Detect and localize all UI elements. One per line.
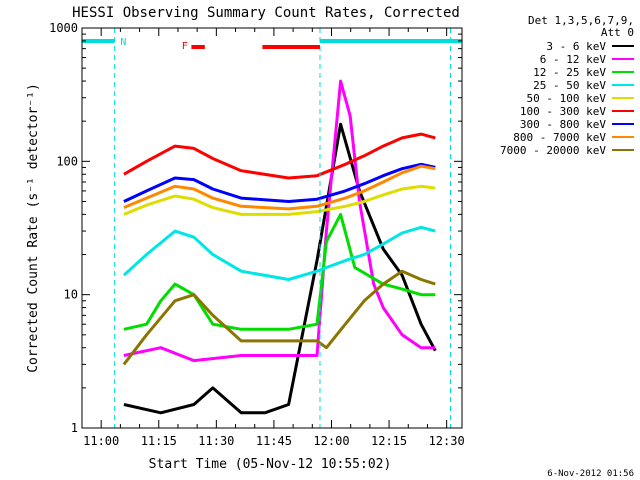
x-axis: 11:00 11:15 11:30 11:45 12:00 12:15 12:30 [83, 28, 465, 448]
legend-entry-label: 300 - 800 keV [520, 118, 606, 131]
series-line [123, 132, 436, 180]
legend-entry-label: 7000 - 20000 keV [500, 144, 606, 157]
series-line [122, 225, 436, 281]
series-line [123, 79, 436, 363]
x-axis-label: Start Time (05-Nov-12 10:55:02) [149, 457, 392, 472]
legend-entry-label: 12 - 25 keV [533, 66, 606, 79]
chart-title: HESSI Observing Summary Count Rates, Cor… [72, 5, 460, 21]
series-line [123, 162, 436, 203]
y-axis-label: Corrected Count Rate (s⁻¹ detector⁻¹) [26, 83, 41, 373]
series-line [123, 164, 436, 211]
legend-entry-label: 50 - 100 keV [527, 92, 607, 105]
legend-entry-label: 25 - 50 keV [533, 79, 606, 92]
x-tick-label: 12:15 [371, 434, 407, 448]
footer-date: 6-Nov-2012 01:56 [547, 469, 634, 479]
x-tick-label: 11:45 [256, 434, 292, 448]
legend-entry-label: 800 - 7000 keV [513, 131, 606, 144]
y-tick-label: 1000 [49, 21, 78, 35]
series-line [123, 122, 437, 415]
y-axis: 1 10 100 1000 [49, 21, 462, 435]
y-tick-label: 1 [71, 421, 78, 435]
series-line [122, 269, 436, 366]
x-tick-label: 11:30 [198, 434, 234, 448]
series-line [123, 212, 436, 331]
plot-series [114, 28, 451, 428]
legend-header-line2: Att 0 [601, 26, 634, 39]
x-tick-label: 12:00 [313, 434, 349, 448]
flare-flag-label: F [182, 41, 188, 52]
plot-frame [81, 27, 463, 429]
y-tick-label: 10 [64, 288, 78, 302]
x-tick-label: 12:30 [429, 434, 465, 448]
series-line [123, 184, 436, 216]
legend-header: Det 1,3,5,6,7,9, Att 0 [528, 14, 634, 39]
legend-entry-label: 100 - 300 keV [520, 105, 606, 118]
x-tick-label: 11:15 [141, 434, 177, 448]
x-tick-label: 11:00 [83, 434, 119, 448]
y-tick-label: 100 [56, 154, 78, 168]
night-flag-label: N [120, 37, 126, 48]
legend-entry-label: 3 - 6 keV [546, 40, 606, 53]
legend-entry-label: 6 - 12 keV [540, 53, 607, 66]
legend-header-line1: Det 1,3,5,6,7,9, [528, 14, 634, 27]
